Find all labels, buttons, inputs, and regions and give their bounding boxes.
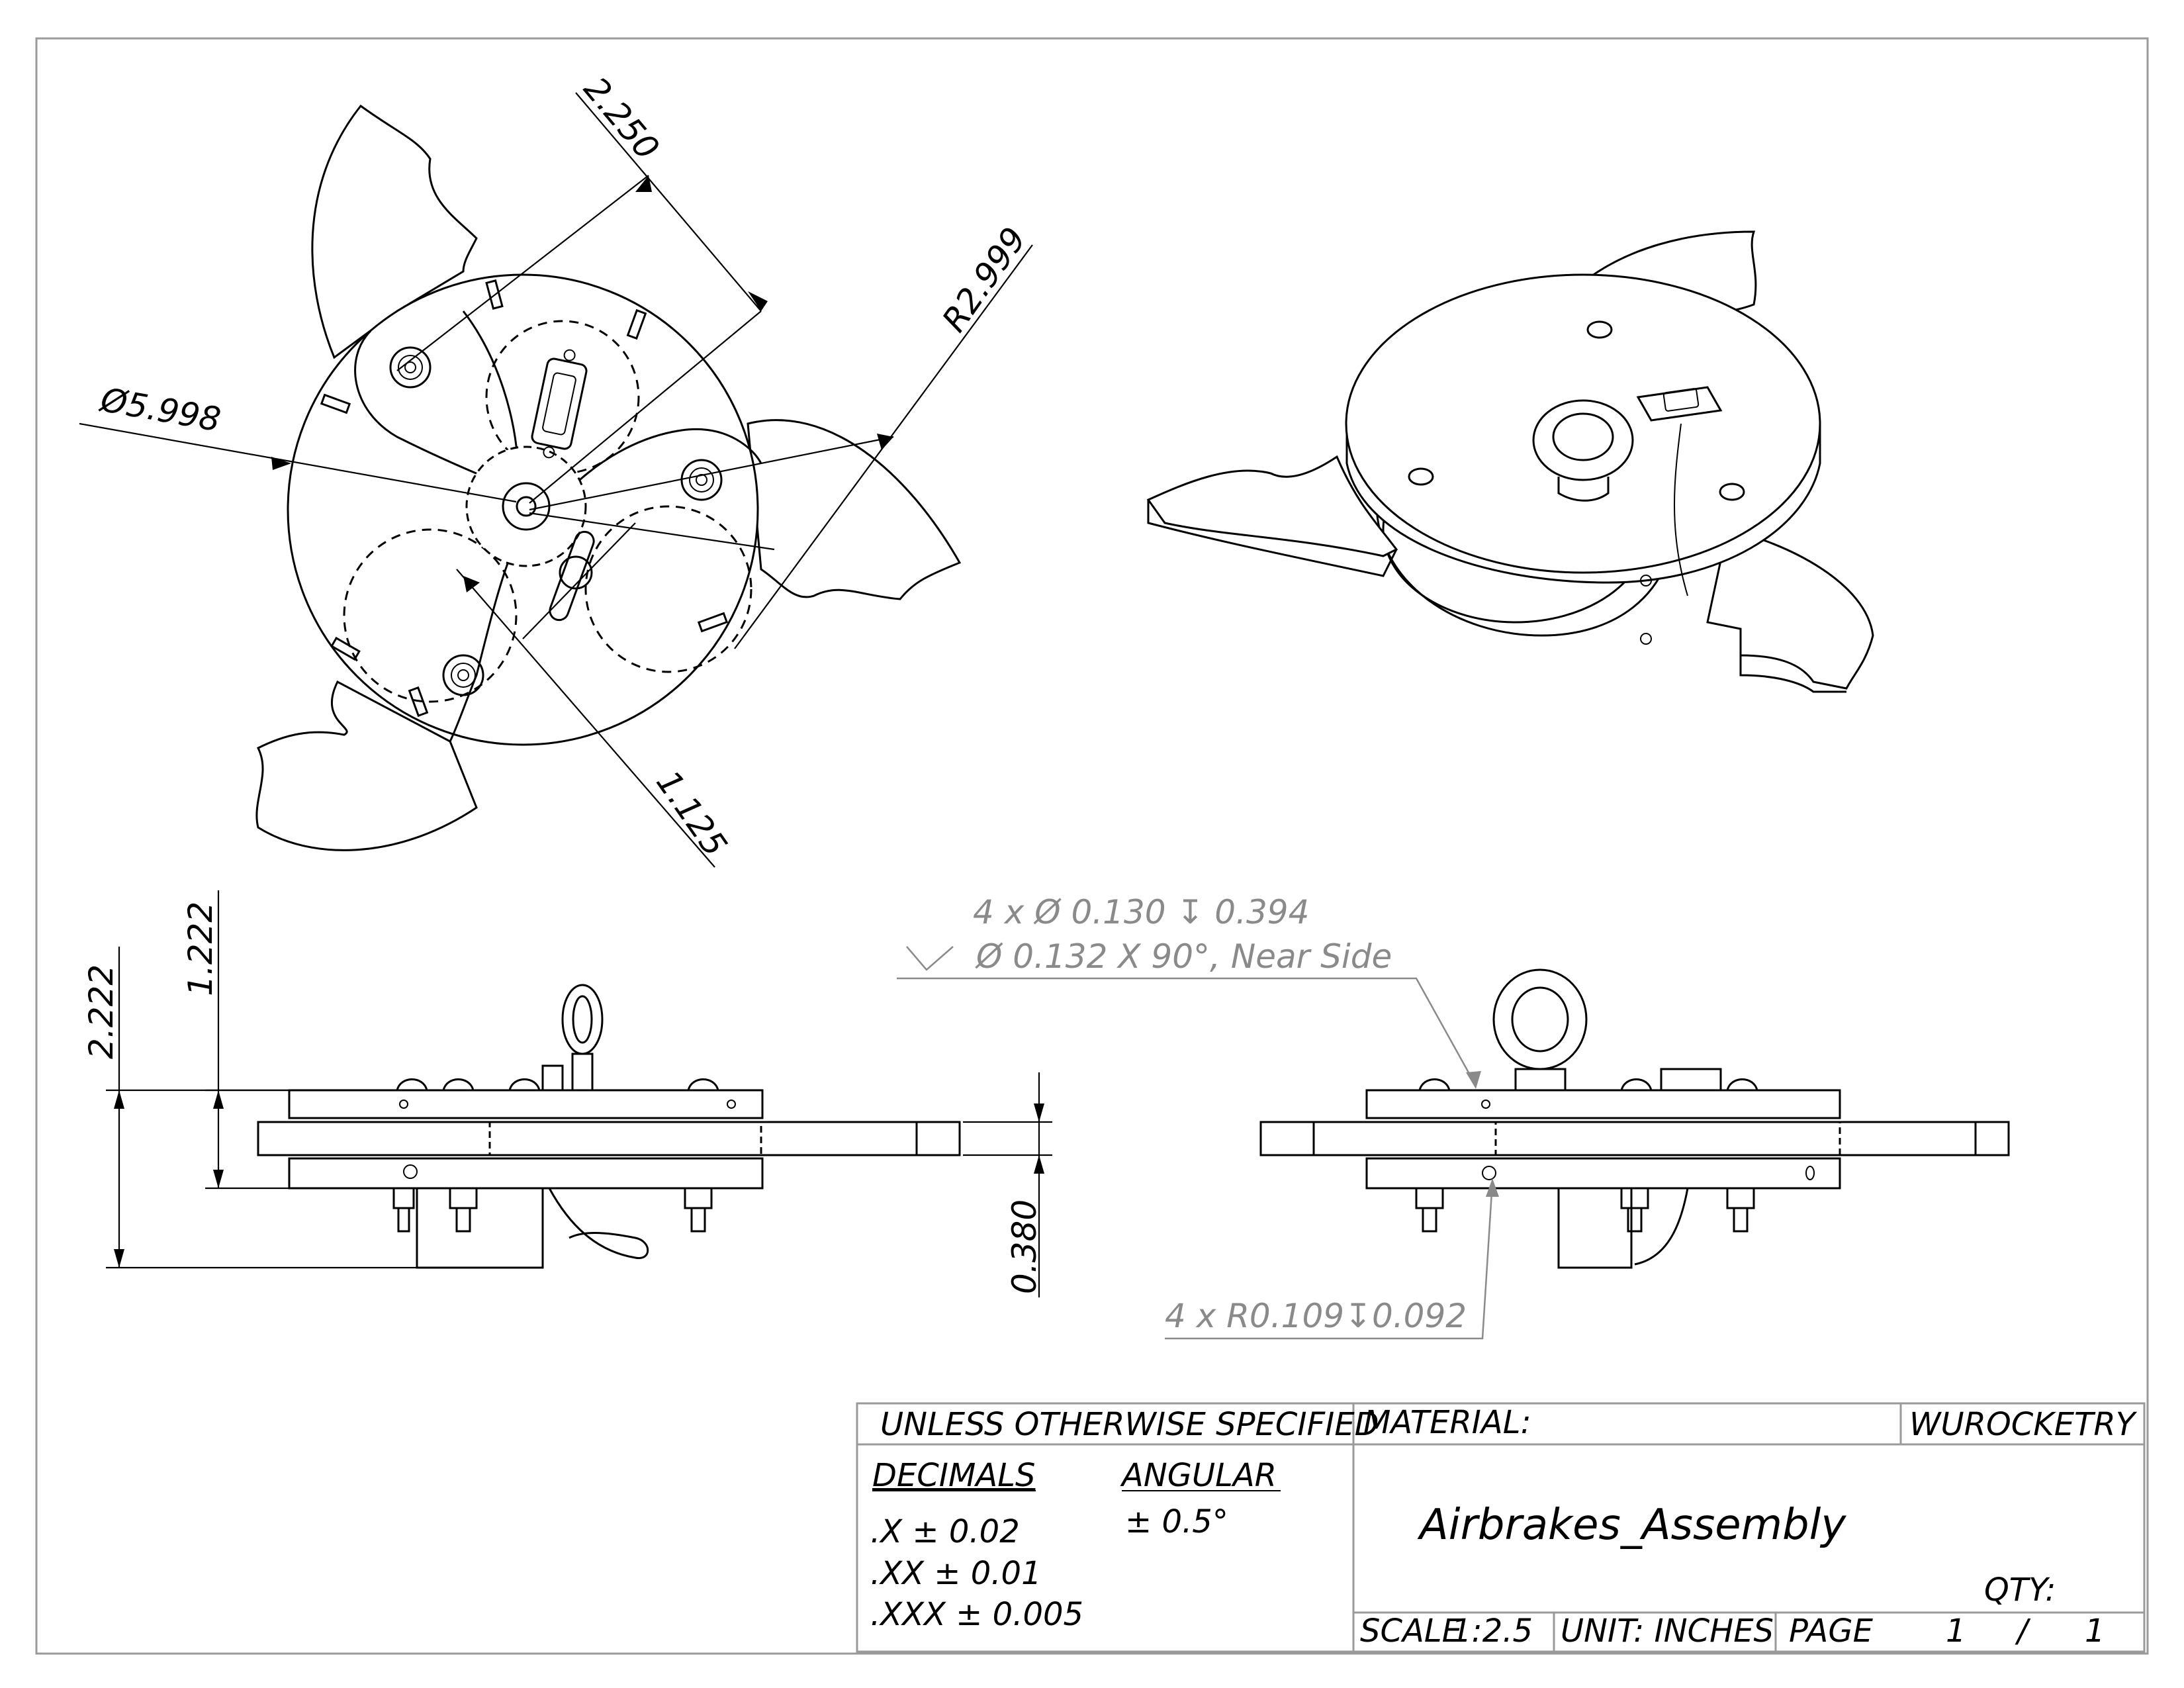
countersink-symbol (906, 946, 954, 971)
iso-db9 (1636, 386, 1723, 596)
tb-qty-label: QTY: (1984, 1571, 2056, 1609)
title-block: UNLESS OTHERWISE SPECIFIED MATERIAL: WUR… (856, 1402, 2146, 1653)
iso-eyebolt-ring (1532, 399, 1634, 481)
flap-upper-left (311, 104, 478, 359)
iso-side-hole (1640, 575, 1652, 586)
hole-leader (897, 977, 1477, 1086)
radius-note: 4 x R0.109↧0.092 (1165, 1297, 1467, 1335)
rim-slots (320, 279, 729, 718)
hole-note-line1: 4 x Ø 0.130 ↧ 0.394 (973, 893, 1309, 931)
top-view: 2.250 R2.999 Ø5.998 1.125 (79, 70, 1034, 868)
right-top-plate (1365, 1089, 1841, 1119)
tb-decimals-label: DECIMALS (872, 1457, 1035, 1494)
side-bottom-plate (288, 1157, 764, 1190)
iso-flap-lower-edge (1739, 655, 1846, 693)
dim-radius (529, 244, 1033, 649)
inner-lobe-upper (354, 310, 519, 492)
iso-eyebolt-nut (1557, 477, 1610, 502)
tb-material-label: MATERIAL: (1363, 1404, 1531, 1441)
dim-2250 (396, 92, 768, 504)
flap-right (747, 419, 962, 600)
tb-angular-label: ANGULAR (1120, 1457, 1277, 1494)
center-pinion-bore (516, 496, 537, 517)
tb-page-label: PAGE (1789, 1613, 1874, 1650)
iso-flap-left (1146, 455, 1398, 557)
tb-page-total: 1 (2085, 1613, 2105, 1650)
dim-2222-label: 2.222 (82, 964, 120, 1059)
tb-unit: UNIT: INCHES (1561, 1613, 1774, 1650)
side-top-plate (288, 1089, 764, 1119)
tb-tol-xxx: .XXX ± 0.005 (870, 1596, 1083, 1633)
tb-page-current: 1 (1946, 1613, 1966, 1650)
dim-0380 (963, 1072, 1052, 1297)
tb-unless: UNLESS OTHERWISE SPECIFIED (880, 1406, 1379, 1443)
tb-page-sep: / (2015, 1613, 2031, 1650)
iso-bolt-1 (1586, 320, 1613, 339)
dim-2250-label: 2.250 (576, 70, 666, 167)
tb-tol-xx: .XX ± 0.01 (870, 1555, 1042, 1592)
right-flap-plate (1259, 1121, 2010, 1156)
dim-1125-label: 1.125 (649, 764, 735, 864)
db9-connector (531, 349, 588, 459)
isometric-view (1146, 230, 1874, 693)
tb-org: WUROCKETRY (1909, 1406, 2138, 1443)
dim-radius-label: R2.999 (934, 220, 1034, 339)
side-flap-plate (257, 1121, 961, 1156)
sheet-border (35, 37, 2149, 1655)
gear-lower (343, 528, 518, 703)
iso-bolt-2 (1408, 467, 1434, 486)
hole-note-line2: Ø 0.132 X 90°, Near Side (975, 937, 1392, 976)
dim-2222 (106, 947, 417, 1269)
hole-callout: 4 x Ø 0.130 ↧ 0.394 Ø 0.132 X 90°, Near … (897, 893, 1481, 1089)
side-view-left: 1.222 2.222 0.380 (82, 890, 1052, 1297)
right-underside (1415, 1187, 1755, 1269)
iso-side-hole-2 (1640, 633, 1652, 645)
side-top-bolts (396, 1064, 719, 1092)
side-gear-layer (488, 1121, 762, 1156)
iso-bolt-3 (1719, 483, 1745, 501)
dim-diameter (79, 422, 775, 551)
radius-callout: 4 x R0.109↧0.092 (1165, 1178, 1499, 1340)
tb-tol-x: .X ± 0.02 (870, 1513, 1020, 1550)
iso-flap-left-edge (1147, 500, 1398, 577)
dim-1125 (456, 522, 715, 868)
bolt-lower (442, 654, 484, 696)
inner-lobe-right (568, 428, 762, 491)
tb-scale-label: SCALE (1360, 1613, 1463, 1650)
side-underside (392, 1187, 713, 1269)
iso-top-face (1345, 273, 1821, 574)
gear-right (584, 505, 752, 673)
radius-leader (1165, 1181, 1494, 1340)
side-view-right (1259, 968, 2010, 1269)
tb-tol-angular: ± 0.5° (1125, 1503, 1228, 1540)
dim-1222-label: 1.222 (181, 902, 220, 996)
right-eyebolt (1492, 968, 1588, 1070)
tb-part-name: Airbrakes_Assembly (1417, 1501, 1846, 1550)
iso-flap-lower (1706, 528, 1874, 690)
tb-scale-value: 1:2.5 (1451, 1613, 1533, 1650)
iso-eyebolt-hole (1552, 412, 1614, 461)
dim-0380-label: 0.380 (1005, 1199, 1044, 1294)
iso-lower-rim (1375, 502, 1676, 637)
right-bottom-plate (1365, 1157, 1841, 1190)
bolt-upper-left (389, 346, 432, 389)
flap-lower-left (255, 680, 478, 851)
center-pinion (465, 445, 587, 567)
